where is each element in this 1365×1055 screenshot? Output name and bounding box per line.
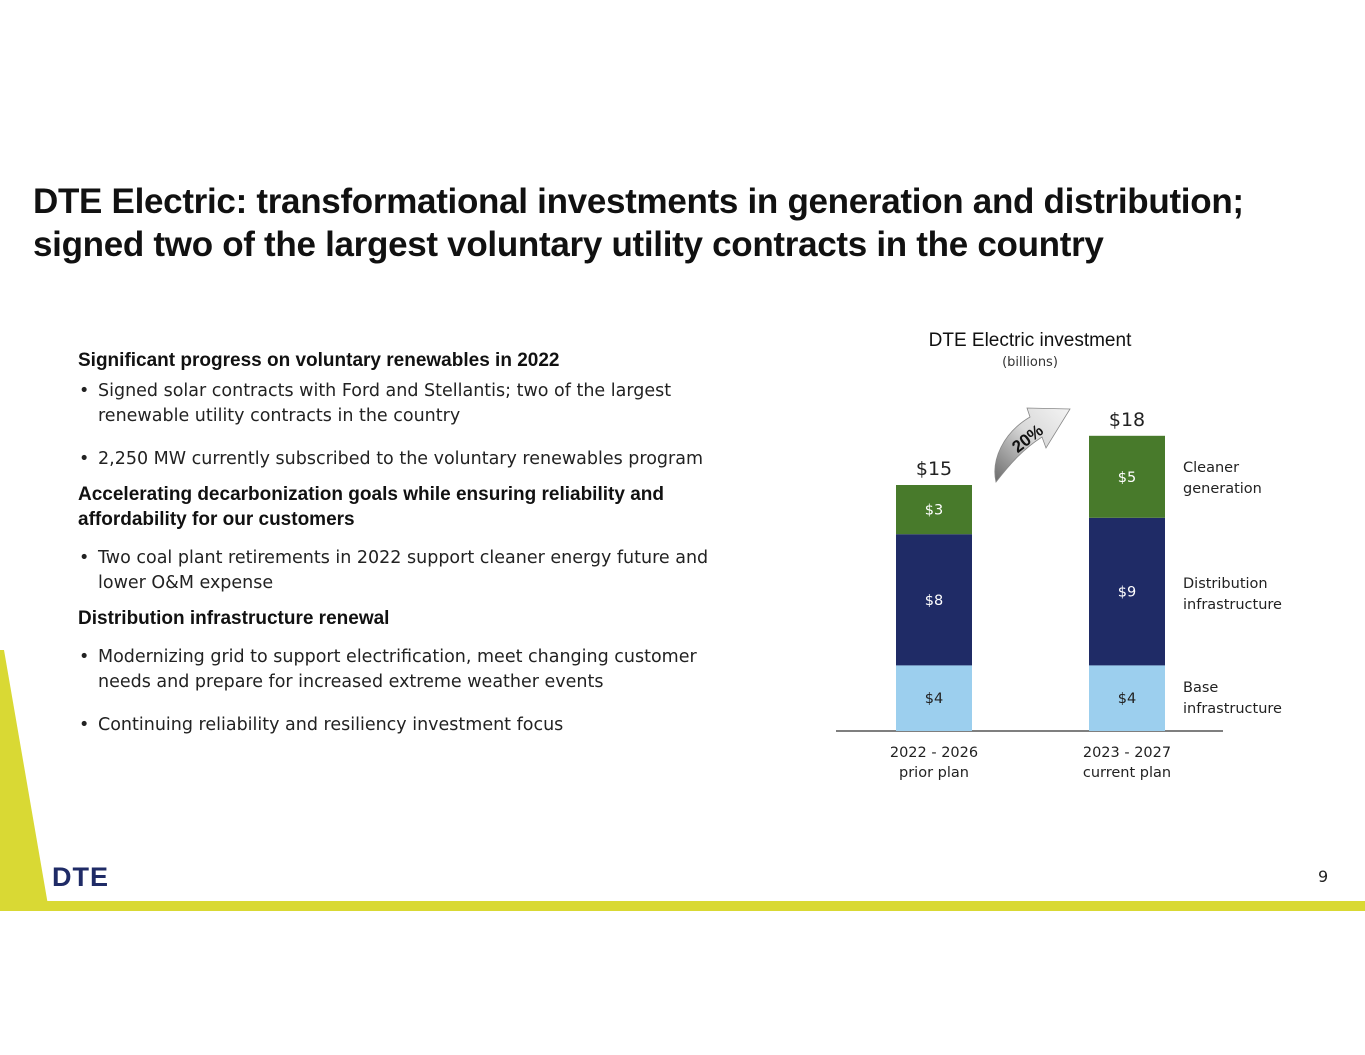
x-tick-label: current plan: [1083, 765, 1171, 781]
bullet-item: Two coal plant retirements in 2022 suppo…: [78, 546, 728, 596]
bullet-item: Signed solar contracts with Ford and Ste…: [78, 379, 728, 429]
x-tick-label: 2022 - 2026: [890, 745, 978, 761]
legend-item-distribution-infrastructure: Distribution infrastructure: [1183, 574, 1333, 616]
legend-label: infrastructure: [1183, 597, 1282, 613]
bar-segment: [896, 534, 972, 666]
bar-total-label: $18: [1109, 409, 1145, 431]
chart-subtitle: (billions): [1002, 355, 1058, 370]
section-heading: Distribution infrastructure renewal: [78, 608, 390, 629]
x-tick-label: prior plan: [899, 765, 969, 781]
legend-label: Cleaner: [1183, 460, 1240, 476]
legend-item-base-infrastructure: Base infrastructure: [1183, 678, 1333, 720]
legend-label: generation: [1183, 481, 1262, 497]
section-heading: Accelerating decarbonization goals while…: [78, 484, 664, 530]
bar-value-label: $9: [1118, 585, 1136, 601]
legend-label: Base: [1183, 680, 1219, 696]
section-renewables: Significant progress on voluntary renewa…: [78, 348, 728, 472]
bullet-item: Modernizing grid to support electrificat…: [78, 645, 728, 695]
bar-segment: [896, 665, 972, 731]
legend-item-cleaner-generation: Cleaner generation: [1183, 458, 1333, 500]
chart-title: DTE Electric investment: [928, 330, 1132, 351]
bar-segment: [896, 485, 972, 535]
bar-value-label: $8: [925, 593, 943, 609]
footer-stripe: [0, 901, 1365, 911]
bullet-item: 2,250 MW currently subscribed to the vol…: [78, 447, 728, 472]
decorative-yellow-slant: [0, 650, 48, 905]
key-points: Significant progress on voluntary renewa…: [78, 348, 728, 756]
bullet-item: Continuing reliability and resiliency in…: [78, 713, 728, 738]
bar-value-label: $4: [925, 691, 943, 707]
page-title: DTE Electric: transformational investmen…: [33, 180, 1333, 266]
x-tick-label: 2023 - 2027: [1083, 745, 1171, 761]
bar-segment: [1089, 435, 1165, 518]
bar-segment: [1089, 517, 1165, 666]
legend-label: infrastructure: [1183, 701, 1282, 717]
section-heading: Significant progress on voluntary renewa…: [78, 350, 560, 371]
bar-total-label: $15: [916, 458, 952, 480]
page-title-line-1: DTE Electric: transformational investmen…: [33, 182, 1244, 221]
growth-arrow-icon: [994, 407, 1071, 483]
legend-label: Distribution: [1183, 576, 1268, 592]
page-title-line-2: signed two of the largest voluntary util…: [33, 225, 1104, 264]
bar-segment: [1089, 665, 1165, 731]
dte-logo: DTE: [52, 862, 109, 892]
section-decarbonization: Accelerating decarbonization goals while…: [78, 482, 728, 596]
bar-value-label: $3: [925, 503, 943, 519]
bar-value-label: $5: [1118, 470, 1136, 486]
section-distribution: Distribution infrastructure renewal Mode…: [78, 606, 728, 738]
page-number: 9: [1318, 867, 1329, 886]
bar-value-label: $4: [1118, 691, 1136, 707]
